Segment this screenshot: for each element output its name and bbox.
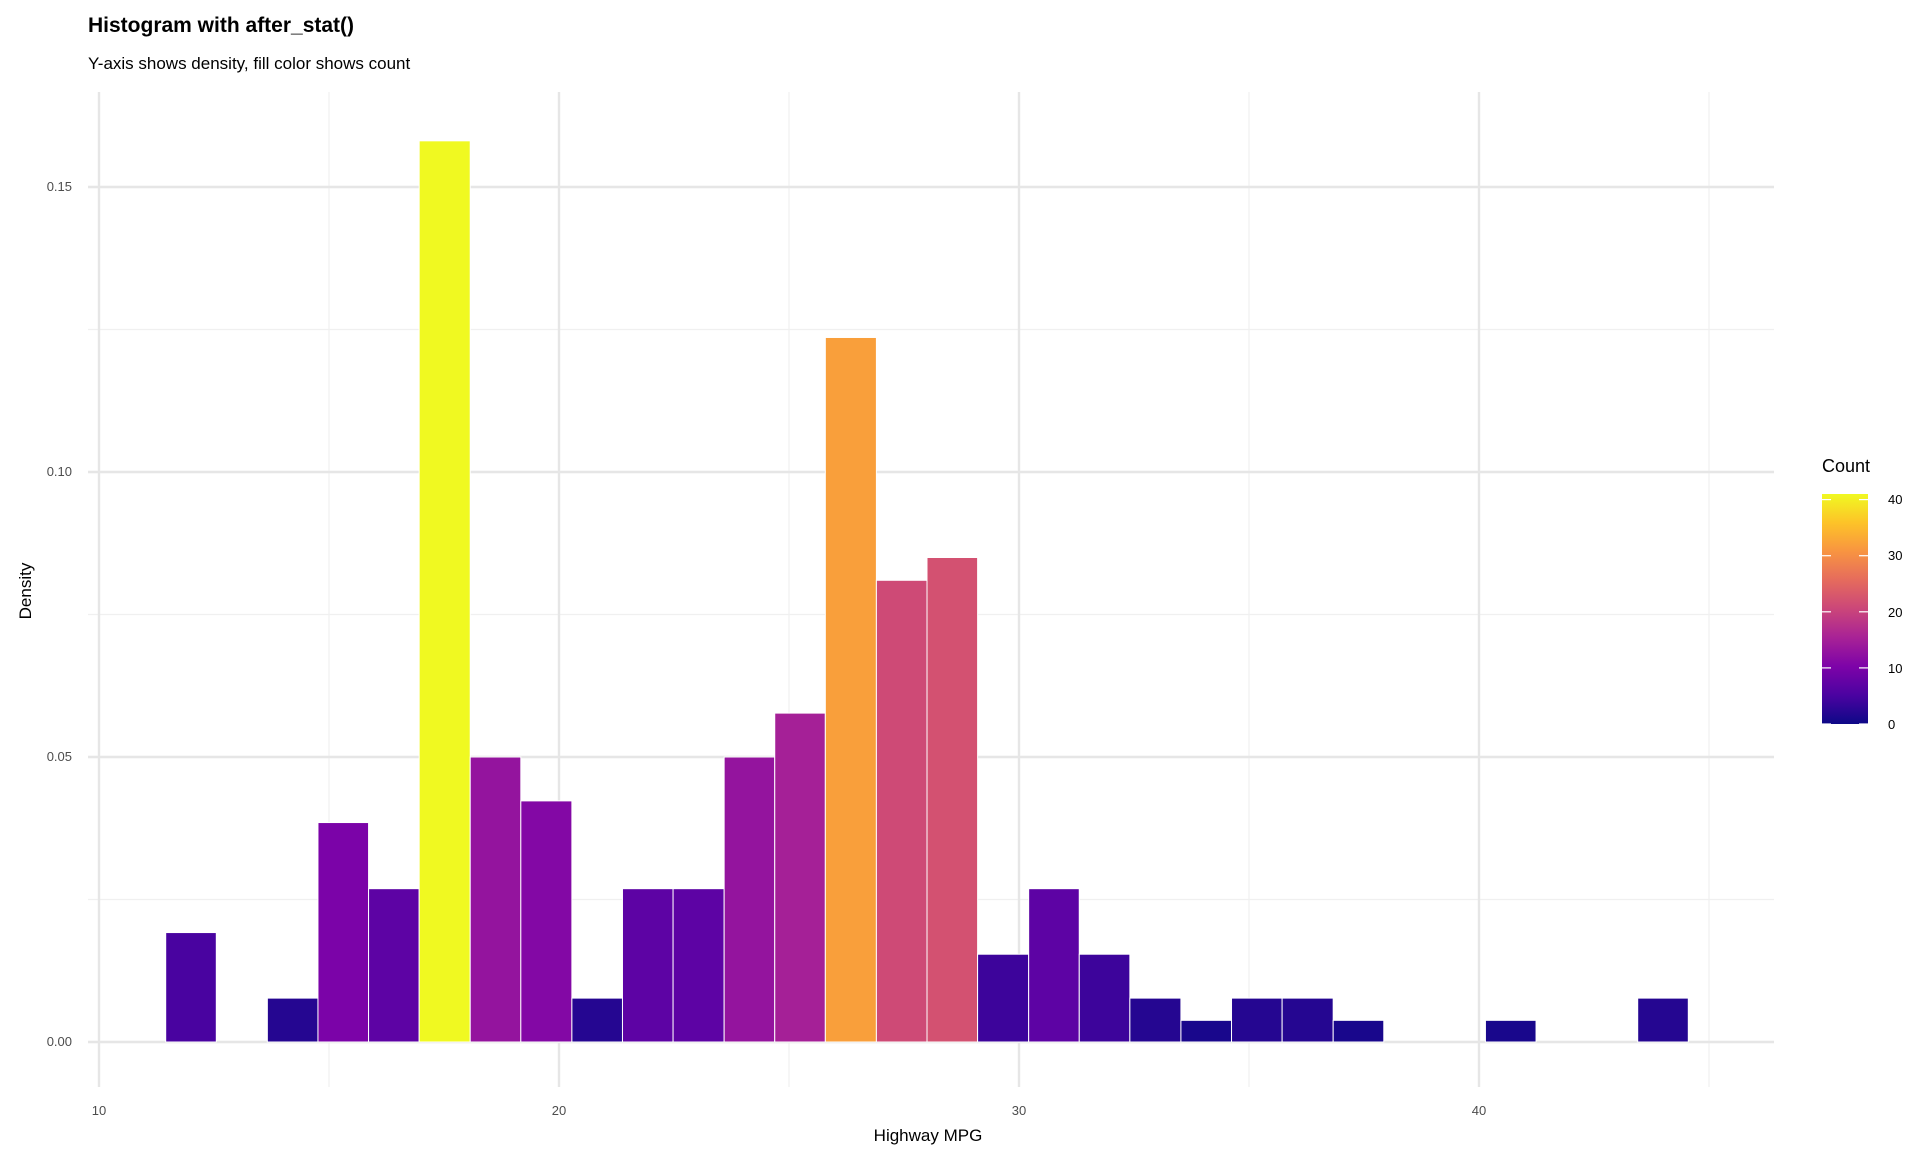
- histogram-bar-3: [368, 888, 420, 1043]
- histogram-bar-2: [317, 822, 370, 1043]
- histogram-bar-10: [723, 756, 776, 1043]
- histogram-bar-6: [520, 800, 573, 1043]
- histogram-bar-11: [774, 712, 826, 1043]
- legend-colorbar: [1822, 494, 1868, 724]
- legend-label-2: 20: [1888, 605, 1902, 620]
- legend-title: Count: [1822, 456, 1870, 476]
- y-axis-title: Density: [16, 562, 35, 619]
- histogram-bar-8: [621, 888, 674, 1043]
- y-tick-label-0: 0.00: [47, 1034, 72, 1049]
- x-tick-label-0: 10: [92, 1103, 106, 1118]
- histogram-bar-15: [977, 953, 1030, 1043]
- color-legend: Count 0 10 20 30 40: [1822, 456, 1902, 732]
- histogram-bar-18: [1129, 997, 1182, 1043]
- histogram-bar-20: [1231, 997, 1283, 1043]
- y-tick-label-3: 0.15: [47, 179, 72, 194]
- histogram-bar-4: [418, 140, 471, 1043]
- histogram-bar-16: [1028, 888, 1080, 1043]
- histogram-bar-23: [1484, 1019, 1537, 1043]
- x-tick-label-3: 40: [1472, 1103, 1486, 1118]
- legend-ticks: [1822, 499, 1868, 725]
- histogram-bar-24: [1637, 997, 1689, 1043]
- histogram-bar-7: [571, 997, 623, 1043]
- legend-label-0: 0: [1888, 717, 1895, 732]
- histogram-bar-21: [1281, 997, 1334, 1043]
- chart-subtitle: Y-axis shows density, fill color shows c…: [88, 54, 411, 73]
- x-tick-label-1: 20: [552, 1103, 566, 1118]
- histogram-bar-0: [165, 932, 217, 1043]
- histogram-bar-5: [469, 756, 522, 1043]
- x-axis-title: Highway MPG: [874, 1126, 983, 1145]
- x-tick-label-2: 30: [1012, 1103, 1026, 1118]
- histogram-bar-13: [875, 579, 928, 1043]
- histogram-bar-14: [926, 557, 979, 1043]
- histogram-bar-17: [1078, 953, 1131, 1043]
- histogram-bar-9: [672, 888, 725, 1043]
- histogram-bar-1: [266, 997, 319, 1043]
- legend-label-1: 10: [1888, 661, 1902, 676]
- histogram-bar-12: [824, 336, 877, 1043]
- histogram-bars: [165, 140, 1689, 1043]
- y-tick-label-1: 0.05: [47, 749, 72, 764]
- legend-label-4: 40: [1888, 492, 1902, 507]
- chart-title: Histogram with after_stat(): [88, 14, 355, 37]
- axis-labels: 0.00 0.05 0.10 0.15 10 20 30 40 Highway …: [16, 179, 1486, 1145]
- legend-label-3: 30: [1888, 548, 1902, 563]
- histogram-bar-19: [1180, 1019, 1233, 1043]
- y-tick-label-2: 0.10: [47, 464, 72, 479]
- histogram-bar-22: [1332, 1019, 1385, 1043]
